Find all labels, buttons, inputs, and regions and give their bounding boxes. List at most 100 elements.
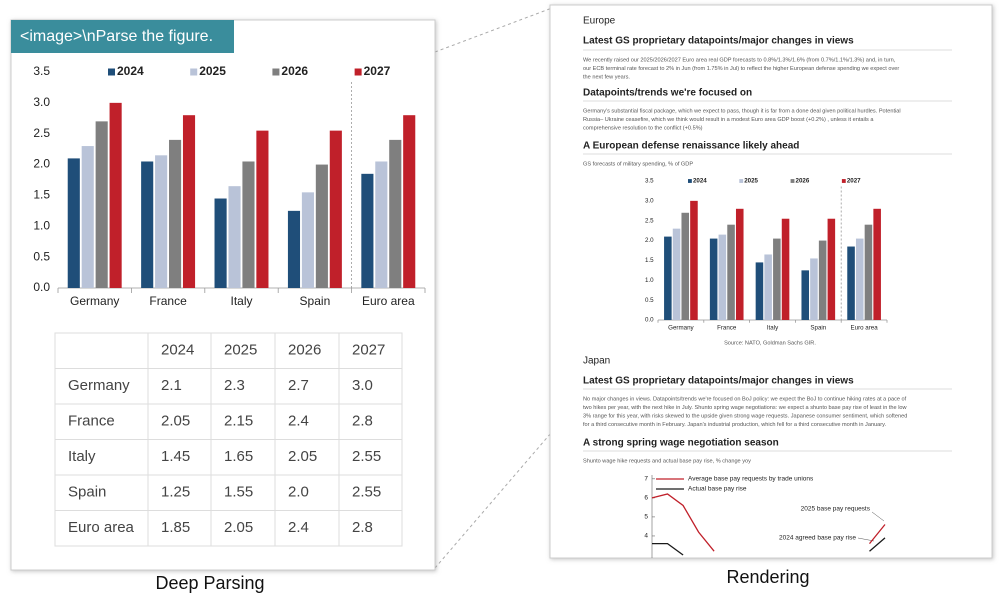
x-tick-label: Germany xyxy=(668,324,694,331)
bar xyxy=(141,161,154,288)
bar xyxy=(95,121,108,288)
table-cell-text: Italy xyxy=(68,448,96,465)
y-tick-label: 1.0 xyxy=(645,277,654,284)
y-tick-label: 2.5 xyxy=(33,126,50,140)
bar xyxy=(709,238,718,320)
bar xyxy=(801,270,810,320)
y-tick-label: 3.5 xyxy=(33,64,50,78)
bar xyxy=(361,173,374,288)
table-cell-text: 2.05 xyxy=(161,413,190,430)
table-cell-text: 1.85 xyxy=(161,519,190,536)
table-cell-text: 1.55 xyxy=(224,484,253,501)
table-cell xyxy=(274,439,340,476)
table-cell-text: 2.4 xyxy=(288,413,309,430)
legend-swatch xyxy=(841,179,846,183)
bar xyxy=(109,102,122,288)
caption: Rendering xyxy=(726,567,809,587)
bar xyxy=(242,161,255,288)
table-cell-text: 2.15 xyxy=(224,413,253,430)
table-cell xyxy=(54,474,149,511)
bar xyxy=(301,192,314,288)
table-cell-text: 2.7 xyxy=(288,377,309,394)
x-tick-label: Italy xyxy=(230,294,252,308)
legend-swatch xyxy=(688,179,692,183)
table-cell-text: 2.05 xyxy=(288,448,317,465)
bar xyxy=(214,198,227,288)
table-cell-text: 2.8 xyxy=(352,413,373,430)
legend-label: 2024 xyxy=(693,178,707,185)
table-header: 2025 xyxy=(224,342,257,359)
table-cell-text: 1.25 xyxy=(161,484,190,501)
table-cell-text: France xyxy=(68,413,115,430)
bar xyxy=(847,246,855,320)
chart-source: Source: NATO, Goldman Sachs GIR. xyxy=(724,340,816,346)
y-tick-label: 0.5 xyxy=(33,249,50,263)
bar xyxy=(67,158,80,288)
table-cell-text: 2.05 xyxy=(224,519,253,536)
y-tick-label: 0.5 xyxy=(645,297,654,304)
y-tick-label: 7 xyxy=(644,476,648,483)
table-cell xyxy=(274,368,340,405)
y-tick-label: 6 xyxy=(644,495,648,502)
x-tick-label: Spain xyxy=(810,324,826,331)
paragraph-line: 3% range for this year, with risks skewe… xyxy=(583,413,907,419)
bar xyxy=(864,224,873,320)
bar xyxy=(315,164,328,288)
bar xyxy=(764,254,772,320)
table-cell-text: 2.0 xyxy=(288,484,309,501)
legend-label: 2025 xyxy=(744,178,758,185)
legend-swatch xyxy=(790,179,795,183)
table-cell xyxy=(338,403,403,440)
table-cell-text: 2.4 xyxy=(288,519,309,536)
y-tick-label: 1.5 xyxy=(645,257,654,264)
paragraph-line: No major changes in views. Datapoints/tr… xyxy=(583,396,907,402)
table-cell-text: 2.55 xyxy=(352,448,381,465)
line-series xyxy=(652,537,886,556)
table-cell xyxy=(147,332,212,369)
paragraph-line: Germany's substantial fiscal package, wh… xyxy=(583,108,901,114)
line-series xyxy=(651,493,886,552)
table-cell xyxy=(210,474,276,511)
bar xyxy=(329,130,342,288)
paragraph-line: Russia– Ukraine ceasefire, which we thin… xyxy=(583,117,874,123)
plot-area xyxy=(651,493,886,556)
y-tick-label: 0.0 xyxy=(33,280,50,294)
legend-swatch xyxy=(190,68,198,76)
x-tick-label: Germany xyxy=(70,294,119,308)
x-tick-label: Euro area xyxy=(851,324,879,331)
table-cell xyxy=(147,439,212,476)
table-header: 2024 xyxy=(161,342,194,359)
region-title: Europe xyxy=(583,16,616,27)
bar xyxy=(664,236,672,320)
y-tick-label: 0.0 xyxy=(645,317,654,324)
paragraph-line: the next few years. xyxy=(583,74,630,80)
bar xyxy=(781,218,790,320)
paragraph-line: for a third consecutive month in Februar… xyxy=(583,422,887,428)
table-header: 2027 xyxy=(352,342,385,359)
table-cell-text: 2.8 xyxy=(352,519,373,536)
bar xyxy=(718,234,727,320)
heading: Datapoints/trends we're focused on xyxy=(583,88,752,99)
paragraph-line: We recently raised our 2025/2026/2027 Eu… xyxy=(583,57,896,63)
legend-label: 2026 xyxy=(281,64,308,78)
bar xyxy=(855,238,864,320)
legend-label: Actual base pay rise xyxy=(688,486,747,493)
bar xyxy=(81,146,94,288)
annotation-pointer xyxy=(871,511,885,522)
table-cell-text: 1.65 xyxy=(224,448,253,465)
heading: A European defense renaissance likely ah… xyxy=(583,141,799,152)
bar xyxy=(256,130,269,288)
y-tick-label: 2.0 xyxy=(645,237,654,244)
legend-label: 2024 xyxy=(117,64,144,78)
x-tick-label: France xyxy=(149,294,187,308)
y-tick-label: 4 xyxy=(644,533,648,540)
bar xyxy=(735,208,744,320)
table-cell-text: 2.55 xyxy=(352,484,381,501)
region-title: Japan xyxy=(583,356,610,367)
table-cell xyxy=(210,368,276,405)
caption: Deep Parsing xyxy=(155,573,264,593)
legend-label: 2025 xyxy=(199,64,226,78)
bar xyxy=(873,208,881,320)
bar xyxy=(375,161,388,288)
